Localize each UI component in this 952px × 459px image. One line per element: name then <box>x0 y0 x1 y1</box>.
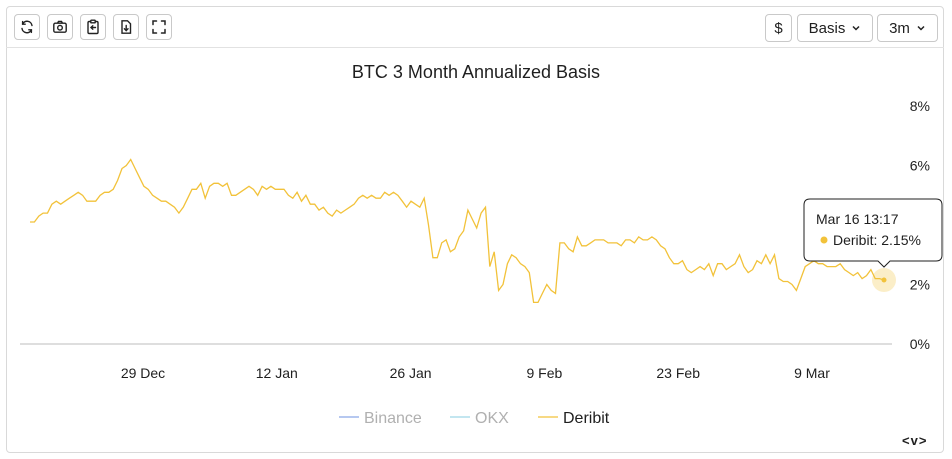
deribit-series-line <box>30 158 885 304</box>
clipboard-icon <box>87 19 99 35</box>
fullscreen-icon <box>152 20 166 34</box>
legend: Binance OKX Deribit <box>339 410 610 427</box>
tooltip: Mar 16 13:17 Deribit: 2.15% <box>803 198 943 268</box>
fullscreen-button[interactable] <box>146 14 172 40</box>
chart-toolbar: $ Basis 3m <box>6 6 944 48</box>
tooltip-time: Mar 16 13:17 <box>816 211 899 227</box>
camera-icon <box>53 20 67 33</box>
navigator-toggle[interactable]: <v> <box>902 433 928 448</box>
tooltip-marker <box>820 236 828 244</box>
refresh-button[interactable] <box>14 14 40 40</box>
tooltip-value: 2.15% <box>881 232 921 248</box>
x-tick-label: 9 Mar <box>794 365 830 381</box>
download-button[interactable] <box>113 14 139 40</box>
y-tick-label: 6% <box>910 158 930 174</box>
legend-item-binance[interactable]: Binance <box>339 410 422 427</box>
y-tick-label: 8% <box>910 98 930 114</box>
currency-label: $ <box>774 19 783 37</box>
x-tick-label: 26 Jan <box>390 365 432 381</box>
screenshot-button[interactable] <box>47 14 73 40</box>
currency-toggle[interactable]: $ <box>765 14 792 42</box>
tooltip-row: Deribit: 2.15% <box>833 232 921 248</box>
tooltip-series: Deribit <box>833 232 874 248</box>
range-label: 3m <box>889 19 910 37</box>
download-icon <box>121 20 132 34</box>
refresh-icon <box>21 20 33 34</box>
y-tick-label: 2% <box>910 277 930 293</box>
copy-button[interactable] <box>80 14 106 40</box>
legend-label-deribit: Deribit <box>563 410 610 427</box>
legend-item-deribit[interactable]: Deribit <box>538 410 610 427</box>
legend-label-okx: OKX <box>475 410 509 427</box>
chevron-down-icon <box>917 25 925 31</box>
x-tick-label: 29 Dec <box>121 365 165 381</box>
legend-item-okx[interactable]: OKX <box>450 410 509 427</box>
x-tick-label: 12 Jan <box>256 365 298 381</box>
legend-label-binance: Binance <box>364 410 422 427</box>
x-tick-label: 23 Feb <box>656 365 700 381</box>
chart-title: BTC 3 Month Annualized Basis <box>352 62 600 82</box>
y-tick-label: 0% <box>910 336 930 352</box>
chevron-down-icon <box>852 25 860 31</box>
hover-point <box>881 277 887 283</box>
metric-label: Basis <box>808 19 846 37</box>
range-dropdown[interactable]: 3m <box>877 14 938 42</box>
chart-panel <box>6 6 944 453</box>
x-tick-label: 9 Feb <box>526 365 562 381</box>
metric-dropdown[interactable]: Basis <box>797 14 873 42</box>
